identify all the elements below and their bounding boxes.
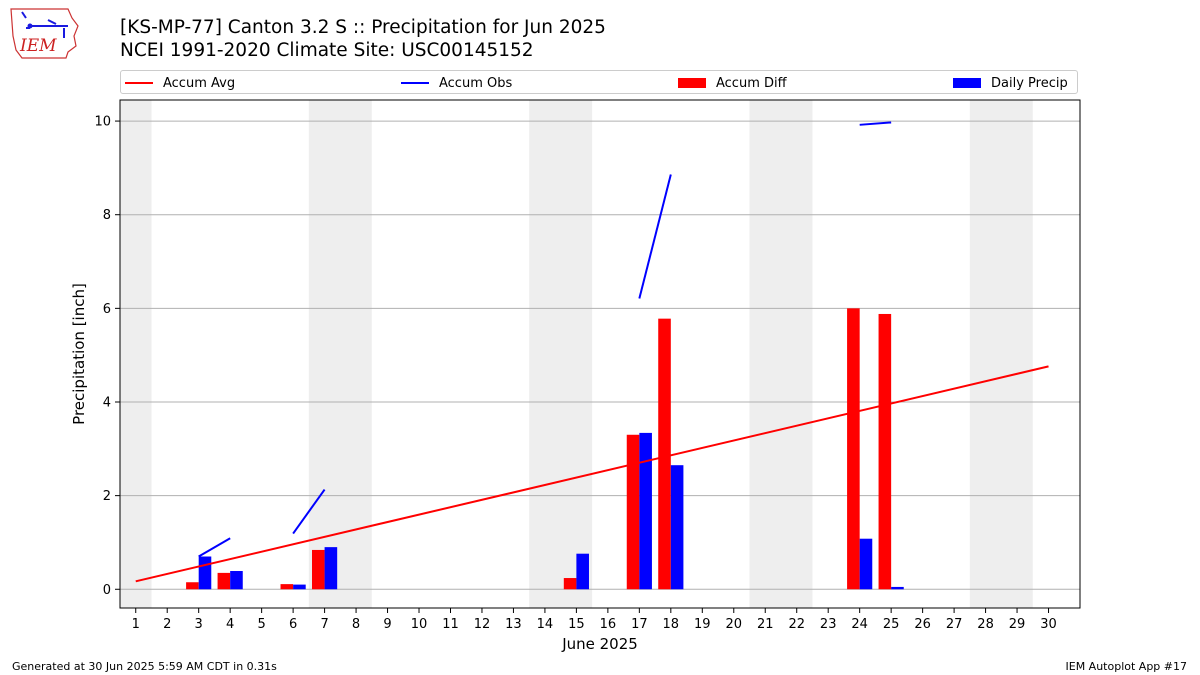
accum-diff-bar-day-25 (878, 313, 892, 590)
legend-swatch-accum-obs (401, 82, 429, 84)
x-tick-label-26: 26 (914, 617, 931, 632)
x-tick-label-15: 15 (568, 617, 585, 632)
chart-title: [KS-MP-77] Canton 3.2 S :: Precipitation… (120, 17, 606, 38)
legend-item-accum-obs: Accum Obs (401, 74, 512, 92)
x-tick-label-1: 1 (132, 617, 140, 632)
daily-precip-bar-day-6 (293, 584, 306, 590)
x-tick-label-18: 18 (663, 617, 680, 632)
x-tick-label-7: 7 (320, 617, 328, 632)
x-tick-label-10: 10 (411, 617, 428, 632)
accum-obs-line-segment-3 (638, 174, 672, 299)
y-tick-label-10: 10 (94, 115, 111, 130)
x-tick-label-28: 28 (977, 617, 994, 632)
accum-diff-bar-day-15 (563, 578, 577, 590)
footer-generated-text: Generated at 30 Jun 2025 5:59 AM CDT in … (12, 660, 277, 673)
x-tick-label-24: 24 (851, 617, 868, 632)
x-tick-label-21: 21 (757, 617, 774, 632)
x-tick-label-6: 6 (289, 617, 297, 632)
x-tick-label-8: 8 (352, 617, 360, 632)
x-tick-label-12: 12 (474, 617, 491, 632)
accum-diff-bar-day-3 (186, 582, 199, 590)
x-tick-label-30: 30 (1040, 617, 1057, 632)
chart-subtitle: NCEI 1991-2020 Climate Site: USC00145152 (120, 40, 534, 61)
weekend-shade-4 (749, 100, 813, 608)
x-tick-label-17: 17 (631, 617, 648, 632)
accum-diff-bar-day-7 (312, 549, 325, 590)
legend-label-accum-avg: Accum Avg (163, 75, 236, 91)
daily-precip-bar-day-3 (198, 556, 212, 590)
legend-item-daily-precip: Daily Precip (953, 74, 1068, 92)
x-tick-label-20: 20 (725, 617, 742, 632)
y-tick-label-0: 0 (103, 583, 111, 598)
x-tick-label-4: 4 (226, 617, 234, 632)
x-tick-label-19: 19 (694, 617, 711, 632)
weather-station-icon (21, 11, 68, 38)
legend-swatch-accum-avg (125, 82, 153, 84)
x-tick-label-14: 14 (537, 617, 554, 632)
y-tick-label-2: 2 (103, 489, 111, 504)
daily-precip-bar-day-4 (230, 571, 243, 590)
weekend-shade-5 (969, 100, 1033, 608)
iowa-outline-icon (10, 8, 79, 59)
x-axis-label: June 2025 (561, 635, 638, 653)
legend: Accum Avg Accum Obs Accum Diff Daily Pre… (120, 70, 1078, 94)
daily-precip-bar-day-18 (670, 465, 684, 590)
y-tick-label-8: 8 (103, 208, 111, 223)
accum-obs-line-segment-2 (292, 488, 326, 535)
y-axis-label: Precipitation [inch] (70, 283, 88, 425)
x-tick-label-2: 2 (163, 617, 171, 632)
footer-app-text: IEM Autoplot App #17 (1065, 660, 1188, 673)
legend-item-accum-avg: Accum Avg (125, 74, 235, 92)
weekend-shade-3 (529, 100, 593, 608)
logo-text: IEM (19, 36, 57, 56)
y-tick-label-6: 6 (103, 302, 111, 317)
accum-diff-bar-day-18 (658, 318, 671, 590)
x-tick-label-9: 9 (383, 617, 391, 632)
iem-logo: IEM (10, 8, 79, 59)
daily-precip-bar-day-15 (576, 553, 589, 590)
legend-label-accum-diff: Accum Diff (716, 75, 787, 91)
legend-label-daily-precip: Daily Precip (991, 75, 1068, 91)
weekend-shade-2 (308, 100, 372, 608)
x-tick-label-22: 22 (788, 617, 805, 632)
y-tick-label-4: 4 (103, 395, 111, 410)
accum-obs-line-segment-1 (198, 537, 231, 558)
daily-precip-bar-day-25 (891, 586, 904, 590)
accum-diff-bar-day-24 (847, 308, 860, 590)
legend-swatch-daily-precip (953, 78, 981, 88)
x-tick-label-3: 3 (195, 617, 203, 632)
accum-diff-bar-day-4 (217, 572, 231, 590)
accum-obs-line-segment-4 (859, 121, 892, 126)
x-tick-label-11: 11 (442, 617, 459, 632)
legend-item-accum-diff: Accum Diff (678, 74, 787, 92)
accum-avg-line (135, 365, 1049, 583)
x-tick-label-25: 25 (883, 617, 900, 632)
daily-precip-bar-day-17 (639, 432, 652, 590)
x-tick-label-16: 16 (600, 617, 617, 632)
weekend-shade-1 (120, 100, 152, 608)
daily-precip-bar-day-24 (859, 538, 873, 590)
legend-label-accum-obs: Accum Obs (439, 75, 513, 91)
x-tick-label-13: 13 (505, 617, 522, 632)
legend-swatch-accum-diff (678, 78, 706, 88)
x-tick-label-5: 5 (257, 617, 265, 632)
accum-diff-bar-day-17 (626, 434, 640, 590)
x-tick-label-23: 23 (820, 617, 837, 632)
x-tick-label-27: 27 (946, 617, 963, 632)
plot-frame (119, 99, 1081, 609)
x-tick-label-29: 29 (1009, 617, 1026, 632)
daily-precip-bar-day-7 (324, 547, 338, 590)
accum-diff-bar-day-6 (280, 584, 294, 590)
